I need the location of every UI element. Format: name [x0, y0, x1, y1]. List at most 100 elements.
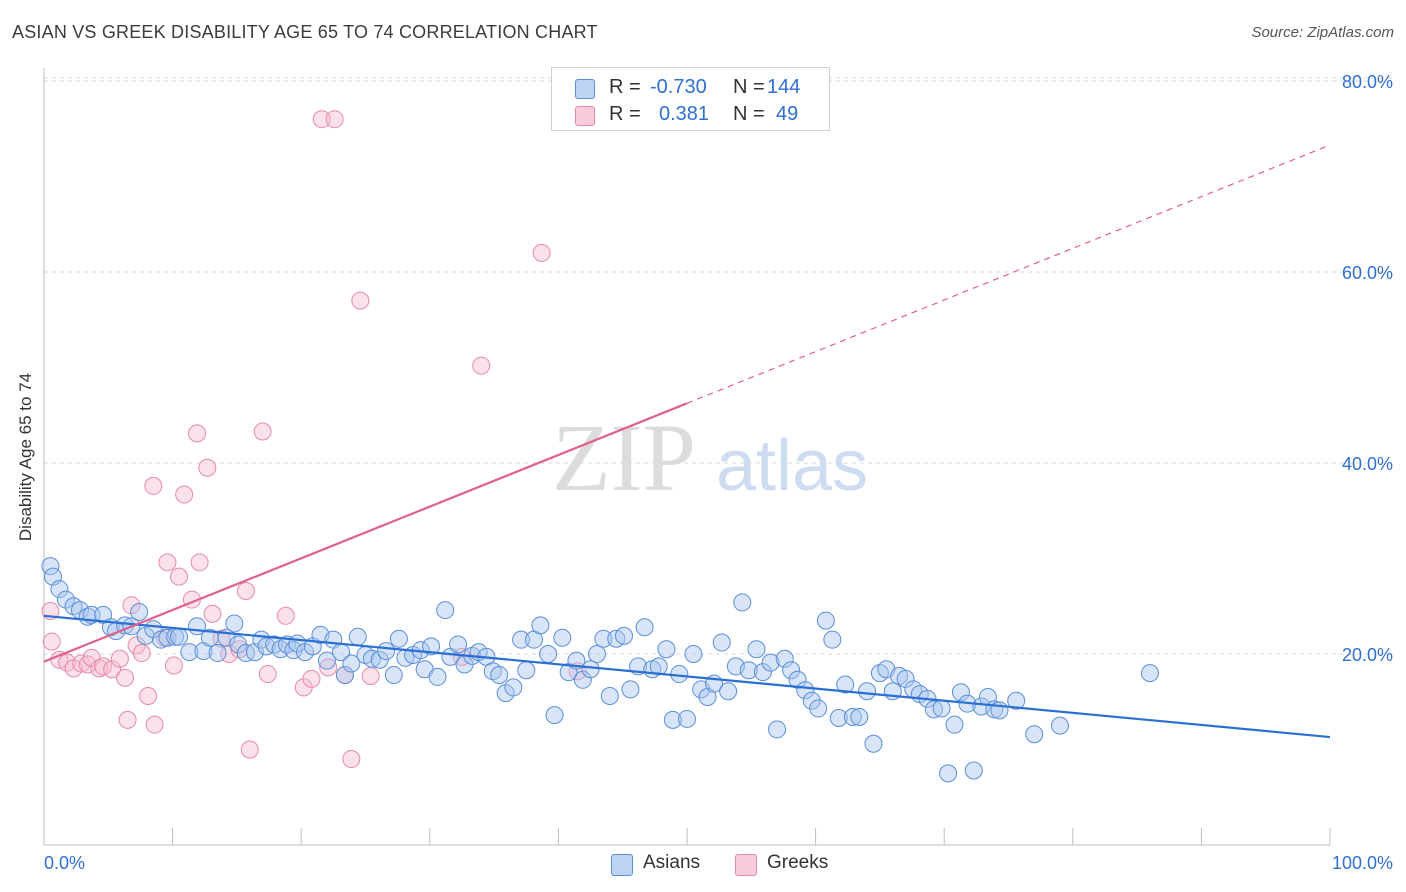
asian-point: [539, 645, 558, 663]
asian-point: [348, 627, 367, 646]
asian-point: [678, 709, 696, 728]
asian-series: [41, 557, 1159, 783]
asian-point: [768, 720, 787, 739]
asian-point: [317, 651, 336, 670]
asian-point: [932, 699, 951, 718]
asian-point: [924, 700, 943, 719]
watermark: ZIP atlas: [552, 404, 868, 511]
asian-point: [208, 644, 227, 663]
x-tick-label-min: 0.0%: [44, 853, 85, 873]
asian-point: [945, 715, 964, 734]
asian-point: [600, 687, 619, 706]
greeks-legend-label: Greeks: [767, 852, 829, 873]
axes: [43, 68, 1331, 846]
r-label: R =: [609, 103, 641, 125]
asian-point: [335, 666, 354, 685]
greek-point: [319, 658, 338, 677]
greek-point: [188, 424, 207, 443]
greek-point: [132, 644, 151, 663]
y-tick-label: 60.0%: [1342, 263, 1393, 283]
asian-point: [782, 661, 801, 680]
asian-point: [951, 683, 970, 702]
x-tick-label-max: 100.0%: [1332, 853, 1393, 873]
greek-point: [342, 750, 361, 769]
asian-point: [964, 761, 983, 780]
greek-point: [158, 553, 177, 572]
asian-point: [939, 764, 958, 783]
asian-trend-line: [43, 614, 1331, 739]
gridlines: [44, 77, 1392, 655]
asian-point: [858, 682, 877, 701]
greek-point: [118, 710, 137, 729]
asian-point: [377, 642, 396, 661]
asian-point: [635, 618, 654, 637]
asian-point: [225, 614, 244, 633]
asian-point: [56, 590, 75, 609]
greek-point: [325, 110, 344, 129]
asians-legend-swatch: [611, 854, 633, 876]
asian-point: [512, 630, 531, 649]
asian-point: [747, 640, 766, 659]
asian-point: [761, 653, 780, 672]
asian-point: [1007, 691, 1026, 710]
trend-lines: [43, 144, 1331, 739]
greek-point: [42, 632, 61, 651]
greek-point: [110, 649, 129, 668]
greek-point: [240, 740, 259, 759]
greek-point: [312, 110, 331, 129]
asian-point: [136, 626, 155, 645]
asian-point: [389, 629, 408, 648]
greeks-swatch: [575, 106, 595, 126]
asian-point: [802, 691, 821, 710]
greeks-n-value: 49: [776, 103, 799, 125]
greek-series: [41, 110, 587, 769]
asian-point: [796, 681, 815, 700]
y-tick-label: 80.0%: [1342, 72, 1393, 92]
asian-point: [362, 649, 381, 668]
asians-n-value: 144: [767, 76, 801, 98]
greek-point: [258, 665, 277, 684]
asians-r-value: -0.730: [650, 76, 707, 98]
asian-point: [490, 666, 509, 685]
greek-point: [276, 606, 295, 625]
asian-point: [517, 661, 536, 680]
greek-point: [236, 581, 255, 600]
greeks-r-value: 0.381: [659, 103, 710, 125]
asian-point: [829, 708, 848, 727]
greek-point: [253, 422, 272, 441]
asian-point: [236, 644, 255, 663]
asian-point: [428, 667, 447, 686]
asian-point: [342, 654, 361, 673]
asian-point: [823, 630, 842, 649]
asian-point: [843, 708, 862, 727]
legend-row-asians: R = -0.730 N = 144: [552, 74, 829, 102]
asian-point: [384, 666, 403, 685]
y-axis-label: Disability Age 65 to 74: [16, 373, 35, 541]
asian-point: [50, 580, 69, 599]
watermark-atlas: atlas: [716, 426, 868, 506]
asian-point: [663, 710, 682, 729]
y-tick-label: 40.0%: [1342, 454, 1393, 474]
asian-point: [130, 602, 149, 621]
greek-point: [72, 654, 91, 673]
greek-point: [103, 660, 122, 679]
greek-point: [145, 715, 164, 734]
greek-point: [139, 687, 158, 706]
stats-legend: R = -0.730 N = 144 R = 0.381 N = 49: [551, 67, 830, 131]
asian-point: [775, 649, 794, 668]
asian-point: [657, 640, 676, 659]
asian-point: [170, 627, 189, 646]
asian-point: [152, 630, 171, 649]
greek-point: [175, 485, 194, 504]
greek-point: [532, 243, 551, 262]
greek-point: [302, 669, 321, 688]
greek-point: [351, 291, 370, 310]
legend-row-greeks: R = 0.381 N = 49: [552, 101, 829, 129]
asian-point: [180, 643, 199, 662]
greek-point: [472, 356, 491, 375]
asian-point: [788, 670, 807, 689]
asian-point: [436, 601, 455, 620]
greek-trend-line: [43, 402, 688, 663]
asian-point: [1050, 716, 1069, 735]
